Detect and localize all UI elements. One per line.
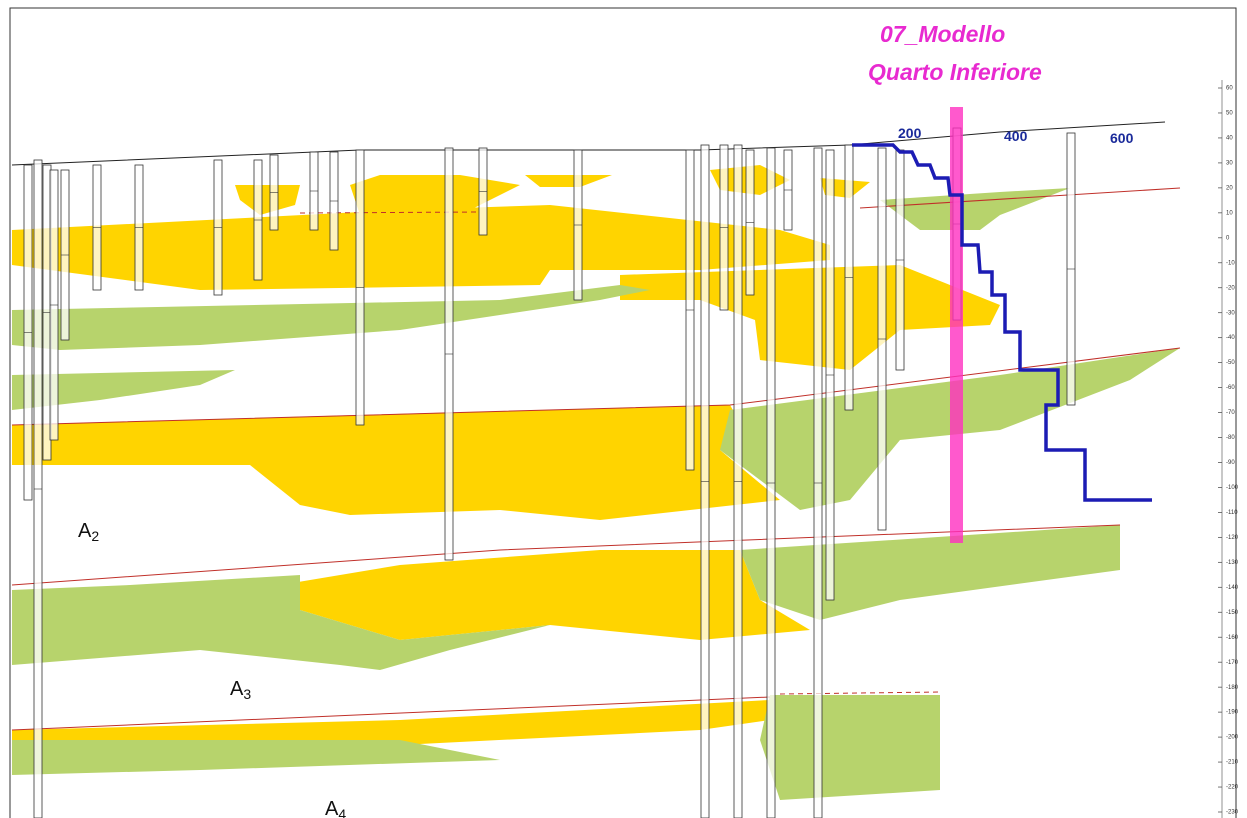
- title: Quarto Inferiore: [868, 59, 1042, 85]
- unit-label: A2: [78, 520, 99, 544]
- title: 07_Modello: [880, 21, 1005, 47]
- depth-tick-label: -120: [1226, 535, 1239, 541]
- unit-label: A3: [230, 678, 251, 702]
- profile-line: [852, 143, 1152, 502]
- depth-tick-label: 40: [1226, 136, 1233, 142]
- depth-tick-label: -30: [1226, 310, 1235, 316]
- depth-tick-label: -90: [1226, 460, 1235, 466]
- distance-label: 200: [898, 125, 922, 141]
- depth-tick-label: -130: [1226, 560, 1239, 566]
- depth-tick-label: -60: [1226, 385, 1235, 391]
- depth-tick-label: -200: [1226, 735, 1239, 741]
- depth-tick-label: -160: [1226, 635, 1239, 641]
- depth-tick-label: -110: [1226, 510, 1238, 516]
- depth-tick-label: -180: [1226, 685, 1239, 691]
- depth-tick-label: -10: [1226, 260, 1235, 266]
- depth-tick-label: -70: [1226, 410, 1235, 416]
- distance-label: 600: [1110, 130, 1134, 146]
- depth-tick-label: 0: [1226, 235, 1230, 241]
- depth-tick-label: -140: [1226, 585, 1239, 591]
- depth-tick-label: -20: [1226, 285, 1235, 291]
- depth-tick-label: -50: [1226, 360, 1235, 366]
- unit-label: A4: [325, 798, 346, 818]
- depth-tick-label: -100: [1226, 485, 1239, 491]
- depth-tick-label: 10: [1226, 210, 1233, 216]
- depth-tick-label: -40: [1226, 335, 1235, 341]
- boundaries: [11, 121, 1181, 731]
- depth-tick-label: 50: [1226, 111, 1233, 117]
- depth-tick-label: -190: [1226, 710, 1239, 716]
- depth-tick-label: -150: [1226, 610, 1239, 616]
- model-column: [950, 107, 963, 543]
- depth-tick-label: 20: [1226, 185, 1233, 191]
- depth-tick-label: 30: [1226, 160, 1233, 166]
- depth-tick-label: -220: [1226, 785, 1239, 791]
- boreholes: [23, 127, 1076, 818]
- depth-tick-label: -210: [1226, 760, 1239, 766]
- distance-label: 400: [1004, 128, 1028, 144]
- depth-tick-label: -80: [1226, 435, 1235, 441]
- depth-tick-label: 60: [1226, 86, 1233, 92]
- depth-tick-label: -230: [1226, 810, 1239, 816]
- depth-tick-label: -170: [1226, 660, 1239, 666]
